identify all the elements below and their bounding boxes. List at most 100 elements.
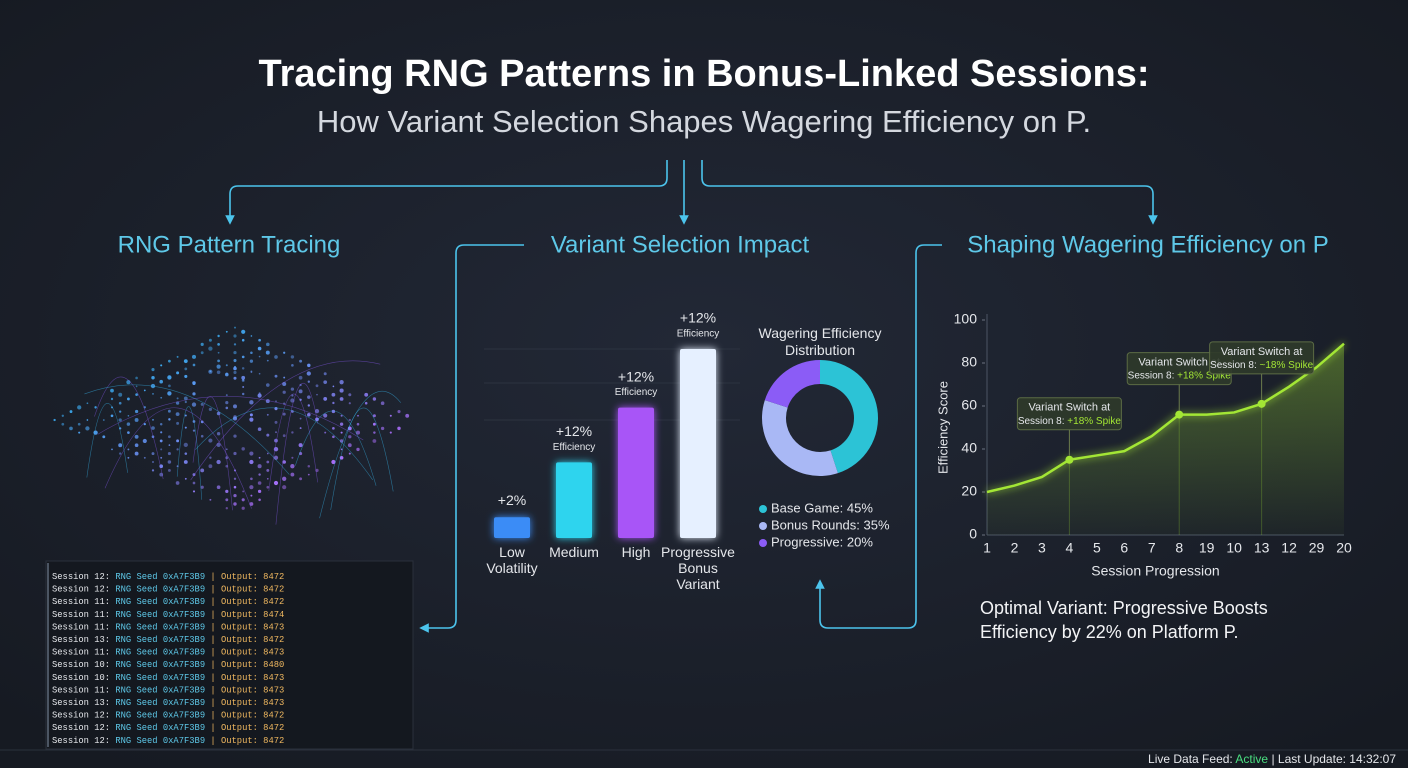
network-node bbox=[241, 375, 246, 380]
x-tick-label: Low Volatility bbox=[486, 544, 537, 576]
network-node bbox=[69, 410, 73, 414]
network-node bbox=[257, 464, 262, 469]
network-node bbox=[160, 456, 163, 459]
network-node bbox=[249, 413, 253, 417]
network-node bbox=[233, 404, 237, 409]
pie-title: Wagering Efficiency Distribution bbox=[759, 325, 882, 358]
network-node bbox=[152, 393, 154, 395]
network-node bbox=[176, 448, 179, 451]
network-node bbox=[339, 422, 344, 426]
network-node bbox=[208, 338, 212, 342]
log-field: Session 13: bbox=[52, 698, 110, 708]
network-node bbox=[208, 407, 213, 412]
network-node bbox=[340, 448, 343, 451]
log-field: Session 11: bbox=[52, 648, 110, 658]
log-field: | Output: 8472 bbox=[210, 585, 284, 595]
x-tick-label: 13 bbox=[1254, 540, 1270, 556]
network-node bbox=[307, 473, 310, 476]
network-node bbox=[274, 355, 278, 359]
network-arc bbox=[94, 376, 164, 480]
network-node bbox=[208, 369, 213, 374]
network-node bbox=[266, 342, 270, 347]
network-node bbox=[331, 459, 336, 465]
network-node bbox=[176, 371, 180, 375]
log-field: RNG Seed 0xA7F3B9 bbox=[115, 635, 205, 645]
network-node bbox=[339, 388, 344, 393]
y-tick-label: 80 bbox=[961, 354, 977, 370]
section-heading: Variant Selection Impact bbox=[551, 231, 810, 258]
network-node bbox=[151, 469, 155, 472]
network-node bbox=[119, 410, 122, 413]
highlight-point bbox=[1257, 399, 1266, 408]
bar-annotation: +2% bbox=[498, 492, 526, 508]
network-arc bbox=[84, 384, 290, 475]
network-node bbox=[332, 427, 335, 430]
network-node bbox=[200, 351, 204, 355]
section-heading: Shaping Wagering Efficiency on P bbox=[967, 231, 1329, 258]
network-node bbox=[176, 355, 179, 358]
log-panel bbox=[45, 560, 414, 750]
network-node bbox=[273, 455, 279, 460]
network-arc bbox=[190, 360, 381, 481]
network-node bbox=[159, 379, 163, 384]
network-node bbox=[217, 359, 220, 363]
footer-feed: Live Data Feed: bbox=[1148, 752, 1233, 766]
x-tick-label: 6 bbox=[1120, 540, 1128, 556]
log-field: RNG Seed 0xA7F3B9 bbox=[115, 610, 205, 620]
network-node bbox=[225, 372, 229, 377]
callout-session: Session 8: bbox=[1018, 415, 1065, 426]
network-node bbox=[134, 434, 139, 439]
network-node bbox=[282, 382, 287, 387]
network-node bbox=[233, 434, 237, 438]
network-node bbox=[167, 460, 172, 464]
network-node bbox=[380, 401, 385, 406]
network-node bbox=[208, 464, 213, 469]
network-node bbox=[373, 431, 376, 434]
network-node bbox=[216, 370, 221, 375]
x-tick-label: 12 bbox=[1281, 540, 1297, 556]
network-node bbox=[118, 401, 122, 405]
network-node bbox=[241, 355, 245, 359]
network-node bbox=[356, 447, 360, 452]
connector bbox=[419, 244, 524, 633]
log-field: RNG Seed 0xA7F3B9 bbox=[115, 585, 205, 595]
network-node bbox=[192, 392, 196, 396]
network-node bbox=[233, 451, 237, 456]
network-node bbox=[249, 459, 254, 465]
network-node bbox=[225, 498, 229, 502]
network-node bbox=[216, 432, 221, 436]
network-node bbox=[241, 447, 245, 451]
network-node bbox=[307, 464, 311, 468]
network-node bbox=[332, 435, 335, 439]
network-node bbox=[282, 476, 287, 481]
callout-spike: +18% Spike bbox=[1067, 415, 1121, 426]
network-node bbox=[364, 401, 368, 405]
network-node bbox=[257, 489, 262, 494]
network-node bbox=[372, 397, 377, 401]
log-line: Session 11: RNG Seed 0xA7F3B9 | Output: … bbox=[52, 598, 284, 608]
log-field: RNG Seed 0xA7F3B9 bbox=[115, 711, 205, 721]
network-node bbox=[183, 460, 188, 464]
network-node bbox=[200, 468, 205, 473]
network-arc bbox=[176, 406, 203, 500]
network-node bbox=[258, 338, 261, 342]
network-node bbox=[250, 371, 253, 373]
network-node bbox=[143, 389, 146, 392]
network-arc bbox=[97, 396, 364, 441]
network-node bbox=[258, 498, 261, 502]
network-node bbox=[380, 426, 385, 431]
network-node bbox=[151, 376, 155, 380]
log-field: Session 11: bbox=[52, 598, 110, 608]
network-node bbox=[291, 456, 294, 459]
pie-slice bbox=[820, 360, 879, 474]
log-field: RNG Seed 0xA7F3B9 bbox=[115, 698, 205, 708]
log-field: Session 11: bbox=[52, 686, 110, 696]
network-node bbox=[143, 456, 146, 459]
network-node bbox=[184, 426, 187, 429]
network-node bbox=[274, 420, 278, 424]
network-node bbox=[233, 334, 237, 338]
log-field: Session 12: bbox=[52, 585, 110, 595]
network-node bbox=[225, 401, 229, 405]
